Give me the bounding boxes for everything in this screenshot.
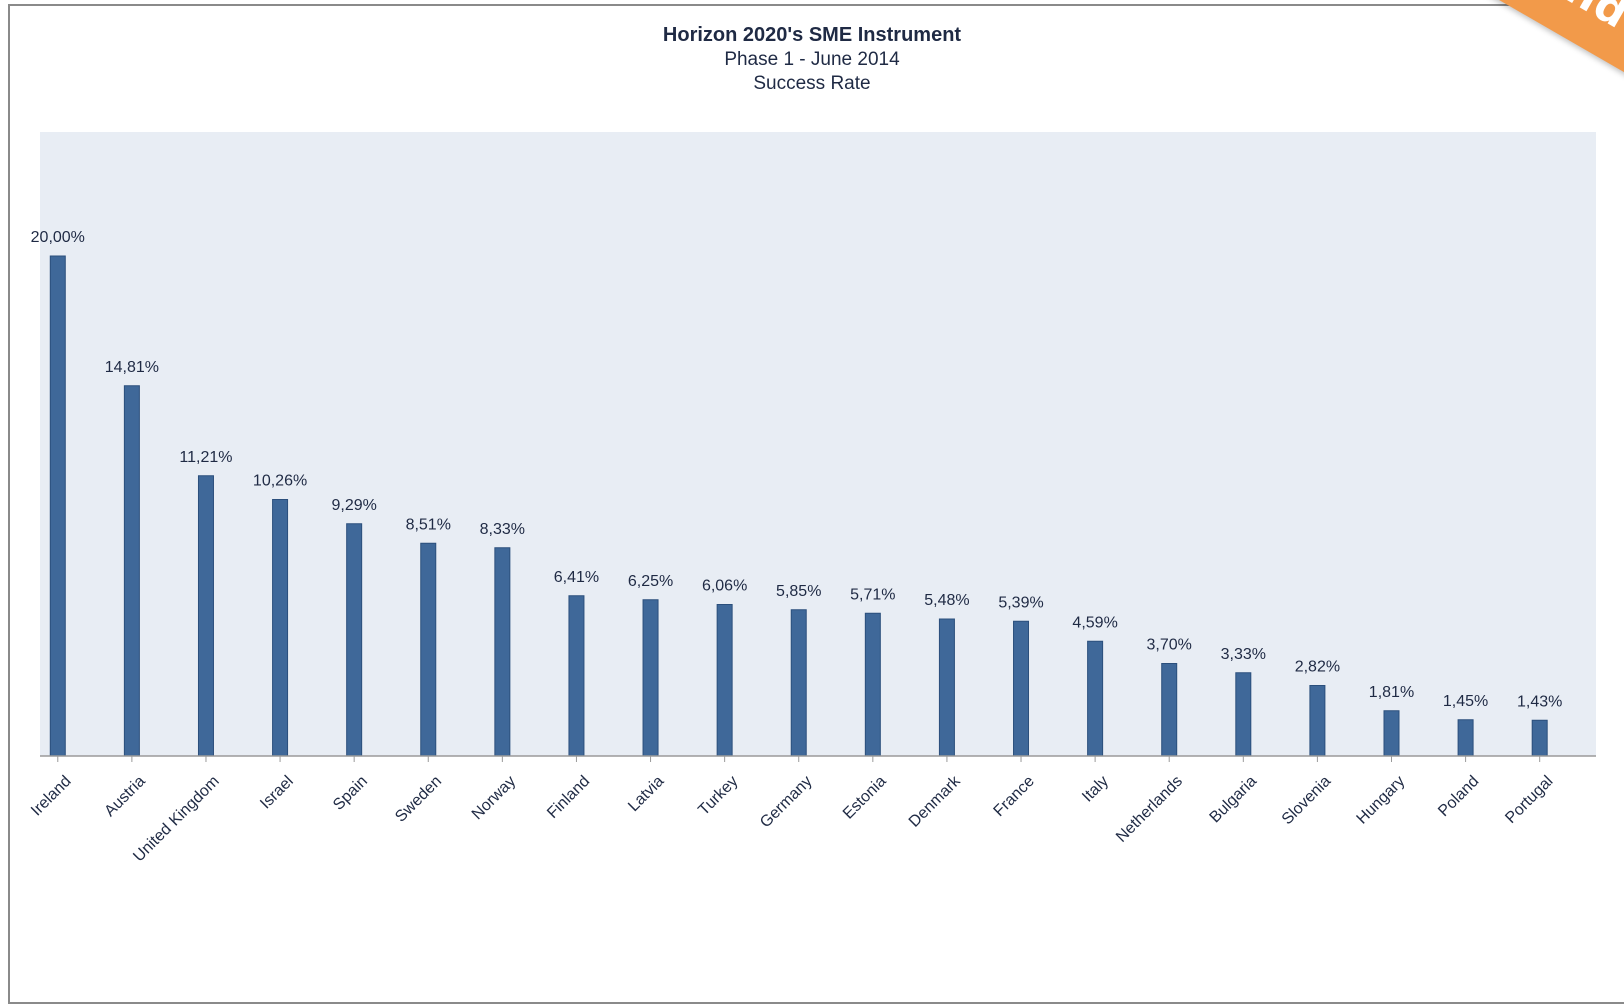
data-label: 6,06%: [702, 578, 747, 595]
data-label: 11,21%: [179, 449, 232, 466]
x-tick-label: Latvia: [625, 773, 667, 815]
x-tick-label: Turkey: [695, 773, 741, 819]
plot-area: [40, 132, 1596, 756]
bar-netherlands: [1161, 663, 1178, 757]
x-tick-label: Bulgaria: [1207, 773, 1261, 827]
x-tick-label: Poland: [1435, 773, 1482, 820]
data-label: 14,81%: [105, 359, 159, 376]
bar-portugal: [1531, 719, 1548, 757]
bar-sweden: [420, 542, 437, 757]
x-tick-label: Israel: [257, 773, 297, 813]
bar-denmark: [938, 618, 955, 757]
bar-france: [1013, 620, 1030, 757]
bars-group: [49, 255, 1548, 757]
data-label: 4,59%: [1072, 614, 1117, 631]
data-label: 9,29%: [331, 497, 376, 514]
bar-estonia: [864, 612, 881, 757]
data-label: 6,25%: [628, 573, 673, 590]
bar-chart: 20,00% 14,81% 11,21% 10,26% 9,29% 8,51% 8,33% 6…: [28, 132, 1596, 865]
data-label: 5,85%: [776, 583, 821, 600]
x-tick-label: Ireland: [28, 773, 75, 820]
data-label: 20,00%: [31, 229, 85, 246]
x-tick-label: Germany: [757, 773, 816, 832]
data-label: 8,33%: [480, 521, 525, 538]
bar-germany: [790, 609, 807, 757]
x-tick-label: Sweden: [392, 773, 445, 826]
x-tick-label: France: [991, 773, 1038, 820]
bar-finland: [568, 595, 585, 757]
bar-spain: [346, 523, 363, 757]
bar-slovenia: [1309, 685, 1326, 757]
bar-united-kingdom: [197, 475, 214, 757]
chart-subtitle-line-1: Phase 1 - June 2014: [724, 49, 900, 70]
data-label: 8,51%: [406, 516, 451, 533]
x-tick-label: Austria: [101, 773, 148, 820]
data-label: 3,33%: [1221, 646, 1266, 663]
data-label: 10,26%: [253, 473, 307, 490]
data-label: 6,41%: [554, 569, 599, 586]
data-label: 1,43%: [1517, 693, 1562, 710]
bar-austria: [123, 385, 140, 757]
x-axis-ticks: [57, 756, 1541, 762]
data-labels-group: 20,00% 14,81% 11,21% 10,26% 9,29% 8,51% 8,33% 6…: [31, 229, 1563, 710]
x-tick-label: Finland: [544, 773, 593, 822]
chart-header: Horizon 2020's SME Instrument Phase 1 - …: [0, 22, 1624, 96]
x-tick-label: Norway: [469, 773, 519, 823]
bar-turkey: [716, 604, 733, 757]
x-tick-label: Slovenia: [1279, 773, 1334, 828]
data-label: 1,81%: [1369, 684, 1414, 701]
bar-bulgaria: [1235, 672, 1252, 757]
bar-latvia: [642, 599, 659, 757]
x-tick-label: Portugal: [1502, 773, 1556, 827]
x-tick-label: Netherlands: [1113, 773, 1186, 846]
chart-subtitle-line-2: Success Rate: [753, 73, 871, 94]
x-tick-label: Estonia: [840, 773, 890, 823]
data-label: 5,39%: [998, 594, 1043, 611]
chart-title: Horizon 2020's SME Instrument: [662, 24, 962, 46]
bar-ireland: [49, 255, 66, 757]
bar-poland: [1457, 719, 1474, 757]
x-tick-label: Italy: [1079, 773, 1112, 806]
data-label: 5,71%: [850, 586, 895, 603]
data-label: 5,48%: [924, 592, 969, 609]
data-label: 1,45%: [1443, 693, 1488, 710]
bar-israel: [272, 499, 289, 757]
x-tick-label: Denmark: [906, 772, 965, 831]
bar-norway: [494, 547, 511, 757]
x-tick-label: Spain: [330, 773, 371, 814]
data-label: 3,70%: [1147, 637, 1192, 654]
bar-hungary: [1383, 710, 1400, 757]
data-label: 2,82%: [1295, 659, 1340, 676]
x-tick-label: Hungary: [1354, 773, 1409, 828]
bar-italy: [1087, 640, 1104, 757]
